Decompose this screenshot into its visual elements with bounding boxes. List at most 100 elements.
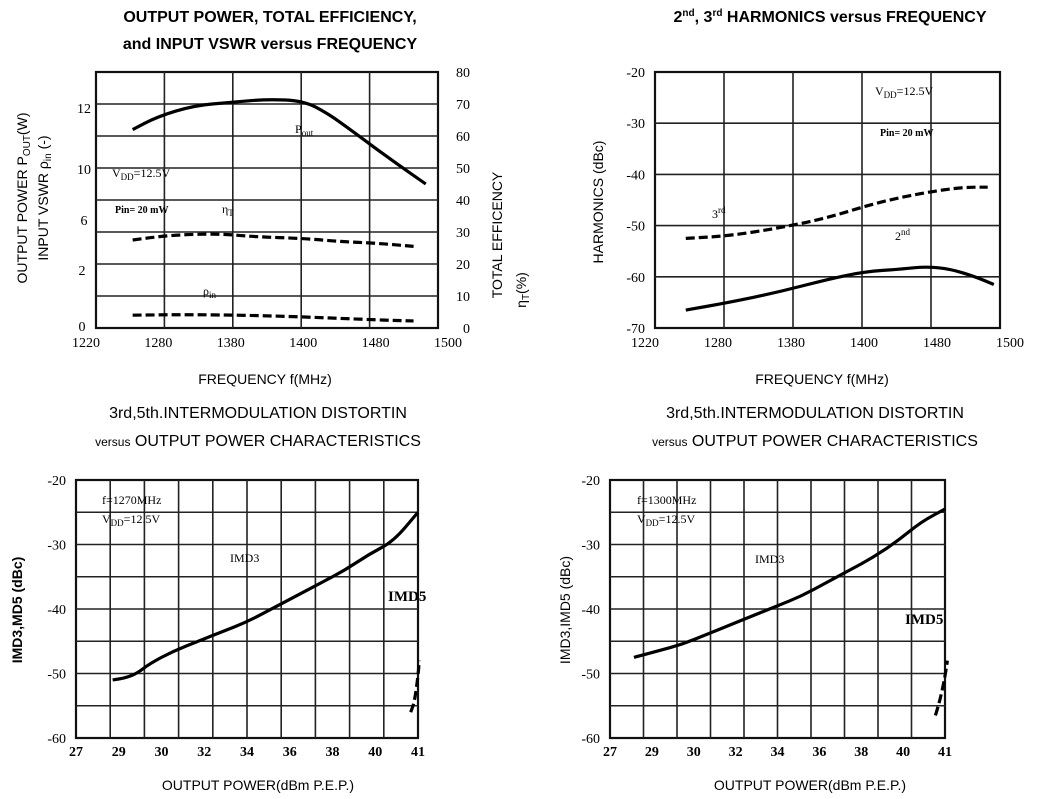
chart1-ytick-right: 20 — [456, 258, 470, 273]
chart2-xtick: 1400 — [850, 336, 878, 351]
chart1-ytick-right: 60 — [456, 130, 470, 145]
chart1-label-rho: ρin — [203, 284, 217, 300]
chart4-ylabel: IMD3,IMD5 (dBc) — [557, 556, 573, 664]
chart4-xtick: 27 — [603, 745, 617, 760]
chart4-label-imd5: IMD5 — [905, 612, 943, 628]
chart3-xtick: 34 — [240, 745, 254, 760]
chart1-ytick-right: 40 — [456, 194, 470, 209]
chart2-x-ticks: 1220 1280 1380 1400 1480 1500 — [631, 336, 1024, 351]
chart2-ytick: -60 — [626, 271, 645, 286]
chart2-label-2nd: 2nd — [895, 227, 911, 243]
chart2-xtick: 1480 — [923, 336, 951, 351]
chart4-xtick: 32 — [729, 745, 743, 760]
chart1-label-pout: Pout — [295, 122, 314, 138]
chart3-x-ticks: 27 29 30 32 34 36 38 40 41 — [69, 745, 425, 760]
chart3-title-line1: 3rd,5th.INTERMODULATION DISTORTIN — [109, 405, 407, 422]
chart1-ytick-right: 0 — [463, 322, 470, 337]
chart4-title-line2: versus OUTPUT POWER CHARACTERISTICS — [652, 433, 978, 450]
chart1-xtick: 1500 — [434, 336, 462, 351]
chart1-annotation-pin: Pin= 20 mW — [115, 205, 168, 216]
chart4-ytick: -30 — [581, 539, 600, 554]
chart1-xtick: 1220 — [72, 336, 100, 351]
chart1-series — [133, 100, 426, 321]
chart1-xtick: 1480 — [362, 336, 390, 351]
chart2-title: 2nd, 3rd HARMONICS versus FREQUENCY — [674, 8, 987, 26]
chart-imd-1300mhz: 3rd,5th.INTERMODULATION DISTORTIN versus… — [557, 405, 978, 793]
chart3-ylabel: IMD3,MD5 (dBc) — [9, 557, 25, 664]
chart1-xtick: 1400 — [289, 336, 317, 351]
chart4-ytick: -60 — [581, 732, 600, 747]
chart4-title-line1: 3rd,5th.INTERMODULATION DISTORTIN — [666, 405, 964, 422]
chart4-ytick: -40 — [581, 603, 600, 618]
chart4-series — [634, 509, 947, 715]
plot-frame — [655, 72, 1000, 328]
chart1-ytick-left: 12 — [77, 102, 91, 117]
chart4-ytick: -50 — [581, 668, 600, 683]
chart3-ytick: -30 — [47, 539, 66, 554]
chart3-label-imd5: IMD5 — [388, 589, 426, 605]
chart1-ytick-left: 0 — [79, 320, 86, 335]
chart3-ytick: -50 — [47, 668, 66, 683]
chart3-annotation-freq: f=1270MHz — [102, 493, 161, 507]
chart3-xtick: 40 — [368, 745, 382, 760]
chart2-series — [686, 187, 994, 310]
chart-imd-1270mhz: 3rd,5th.INTERMODULATION DISTORTIN versus… — [9, 405, 426, 793]
chart1-ytick-left: 10 — [77, 163, 91, 178]
chart1-ytick-right: 30 — [456, 226, 470, 241]
series-line--in — [133, 315, 414, 321]
chart2-xtick: 1500 — [996, 336, 1024, 351]
chart2-annotation-pin: Pin= 20 mW — [880, 128, 933, 139]
chart1-x-ticks: 1220 1280 1380 1400 1480 1500 — [72, 336, 462, 351]
chart2-xtick: 1380 — [777, 336, 805, 351]
series-line-pout — [133, 100, 426, 184]
chart2-ytick: -20 — [626, 66, 645, 81]
chart3-title-line2: versus OUTPUT POWER CHARACTERISTICS — [95, 433, 421, 450]
series-line-imd3 — [634, 509, 945, 657]
chart1-title-line2: and INPUT VSWR versus FREQUENCY — [123, 36, 418, 53]
chart3-xtick: 41 — [411, 745, 425, 760]
chart4-xtick: 38 — [854, 745, 868, 760]
chart1-ylabel-vswr: INPUT VSWR ρin (-) — [35, 135, 54, 260]
series-line-3rd — [686, 187, 988, 238]
series-line-2nd — [686, 267, 994, 310]
chart3-series — [113, 512, 420, 712]
chart1-right-ticks: 80 70 60 50 40 30 20 10 0 — [456, 66, 470, 337]
chart3-xtick: 32 — [197, 745, 211, 760]
chart1-y2label: TOTAL EFFICENCY — [489, 171, 505, 298]
chart1-y2label-unit: ηT(%) — [513, 272, 532, 308]
chart3-y-ticks: -20 -30 -40 -50 -60 — [47, 474, 66, 747]
chart2-grid — [655, 72, 1000, 328]
chart3-xtick: 27 — [69, 745, 83, 760]
chart3-ytick: -60 — [47, 732, 66, 747]
chart1-ytick-right: 50 — [456, 162, 470, 177]
chart2-ytick: -70 — [626, 322, 645, 337]
chart3-label-imd3: IMD3 — [230, 551, 259, 565]
chart1-ylabel-output-power: OUTPUT POWER POUT(W) — [14, 113, 33, 284]
chart4-annotation-vdd: VDD=12.5V — [637, 512, 695, 528]
chart4-xtick: 40 — [896, 745, 910, 760]
chart4-label-imd3: IMD3 — [755, 552, 784, 566]
chart4-y-ticks: -20 -30 -40 -50 -60 — [581, 474, 600, 747]
chart1-ytick-right: 70 — [456, 98, 470, 113]
chart1-ytick-left: 2 — [79, 264, 86, 279]
chart2-ytick: -30 — [626, 117, 645, 132]
chart3-xtick: 30 — [155, 745, 169, 760]
chart4-x-ticks: 27 29 30 32 34 36 38 40 41 — [603, 745, 952, 760]
chart2-annotation-vdd: VDD=12.5V — [875, 84, 933, 100]
chart2-ytick: -40 — [626, 168, 645, 183]
chart4-ytick: -20 — [581, 474, 600, 489]
chart3-ytick: -20 — [47, 474, 66, 489]
chart2-ytick: -50 — [626, 220, 645, 235]
chart4-annotation-freq: f=1300MHz — [637, 493, 696, 507]
chart4-xtick: 30 — [687, 745, 701, 760]
chart1-ytick-left: 6 — [81, 214, 88, 229]
chart4-xtick: 36 — [812, 745, 826, 760]
chart4-xtick: 34 — [771, 745, 785, 760]
chart1-xtick: 1280 — [144, 336, 172, 351]
chart3-xtick: 36 — [283, 745, 297, 760]
chart3-ytick: -40 — [47, 603, 66, 618]
chart2-ylabel: HARMONICS (dBc) — [590, 141, 606, 264]
chart2-y-ticks: -20 -30 -40 -50 -60 -70 — [626, 66, 645, 337]
chart3-xlabel: OUTPUT POWER(dBm P.E.P.) — [162, 777, 354, 793]
